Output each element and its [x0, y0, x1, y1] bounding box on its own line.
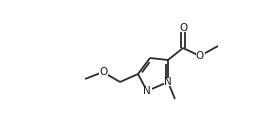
Bar [163, 78, 173, 86]
Bar [143, 87, 152, 95]
Bar [98, 68, 108, 76]
Bar [195, 52, 205, 60]
Text: O: O [179, 23, 187, 33]
Text: N: N [143, 86, 151, 96]
Text: O: O [99, 67, 107, 77]
Text: N: N [164, 77, 172, 87]
Bar [178, 24, 187, 32]
Text: O: O [196, 51, 204, 61]
